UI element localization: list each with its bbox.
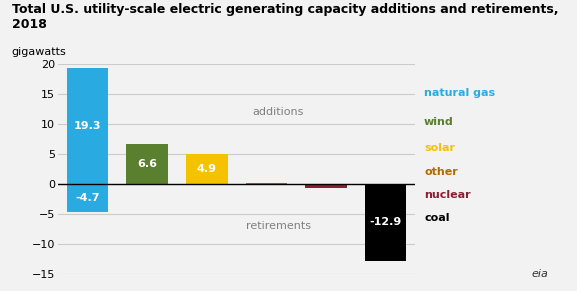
Text: gigawatts: gigawatts bbox=[12, 47, 66, 56]
Text: eia: eia bbox=[531, 269, 548, 279]
Bar bbox=[67, 68, 108, 184]
Text: -4.7: -4.7 bbox=[75, 193, 100, 203]
Text: other: other bbox=[424, 167, 458, 177]
Text: solar: solar bbox=[424, 143, 455, 153]
Text: retirements: retirements bbox=[246, 221, 311, 231]
Text: nuclear: nuclear bbox=[424, 190, 471, 200]
Text: -12.9: -12.9 bbox=[369, 217, 402, 227]
Bar bbox=[126, 144, 168, 184]
Text: coal: coal bbox=[424, 213, 449, 223]
Bar bbox=[305, 184, 347, 188]
Text: 6.6: 6.6 bbox=[137, 159, 157, 169]
Text: 19.3: 19.3 bbox=[74, 121, 101, 131]
Text: wind: wind bbox=[424, 117, 454, 127]
Text: additions: additions bbox=[253, 107, 304, 117]
Bar bbox=[186, 155, 227, 184]
Text: Total U.S. utility-scale electric generating capacity additions and retirements,: Total U.S. utility-scale electric genera… bbox=[12, 3, 558, 31]
Bar bbox=[246, 182, 287, 184]
Text: natural gas: natural gas bbox=[424, 88, 495, 98]
Bar bbox=[67, 184, 108, 212]
Bar bbox=[365, 184, 406, 261]
Text: 4.9: 4.9 bbox=[197, 164, 217, 174]
